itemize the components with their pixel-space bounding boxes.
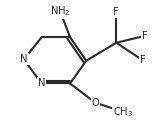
Text: N: N	[38, 79, 45, 88]
Text: F: F	[113, 7, 119, 17]
Text: O: O	[92, 98, 99, 108]
Text: N: N	[20, 54, 28, 64]
Text: CH$_3$: CH$_3$	[113, 105, 134, 119]
Text: F: F	[140, 55, 145, 65]
Text: F: F	[142, 31, 148, 41]
Text: NH$_2$: NH$_2$	[50, 4, 70, 18]
